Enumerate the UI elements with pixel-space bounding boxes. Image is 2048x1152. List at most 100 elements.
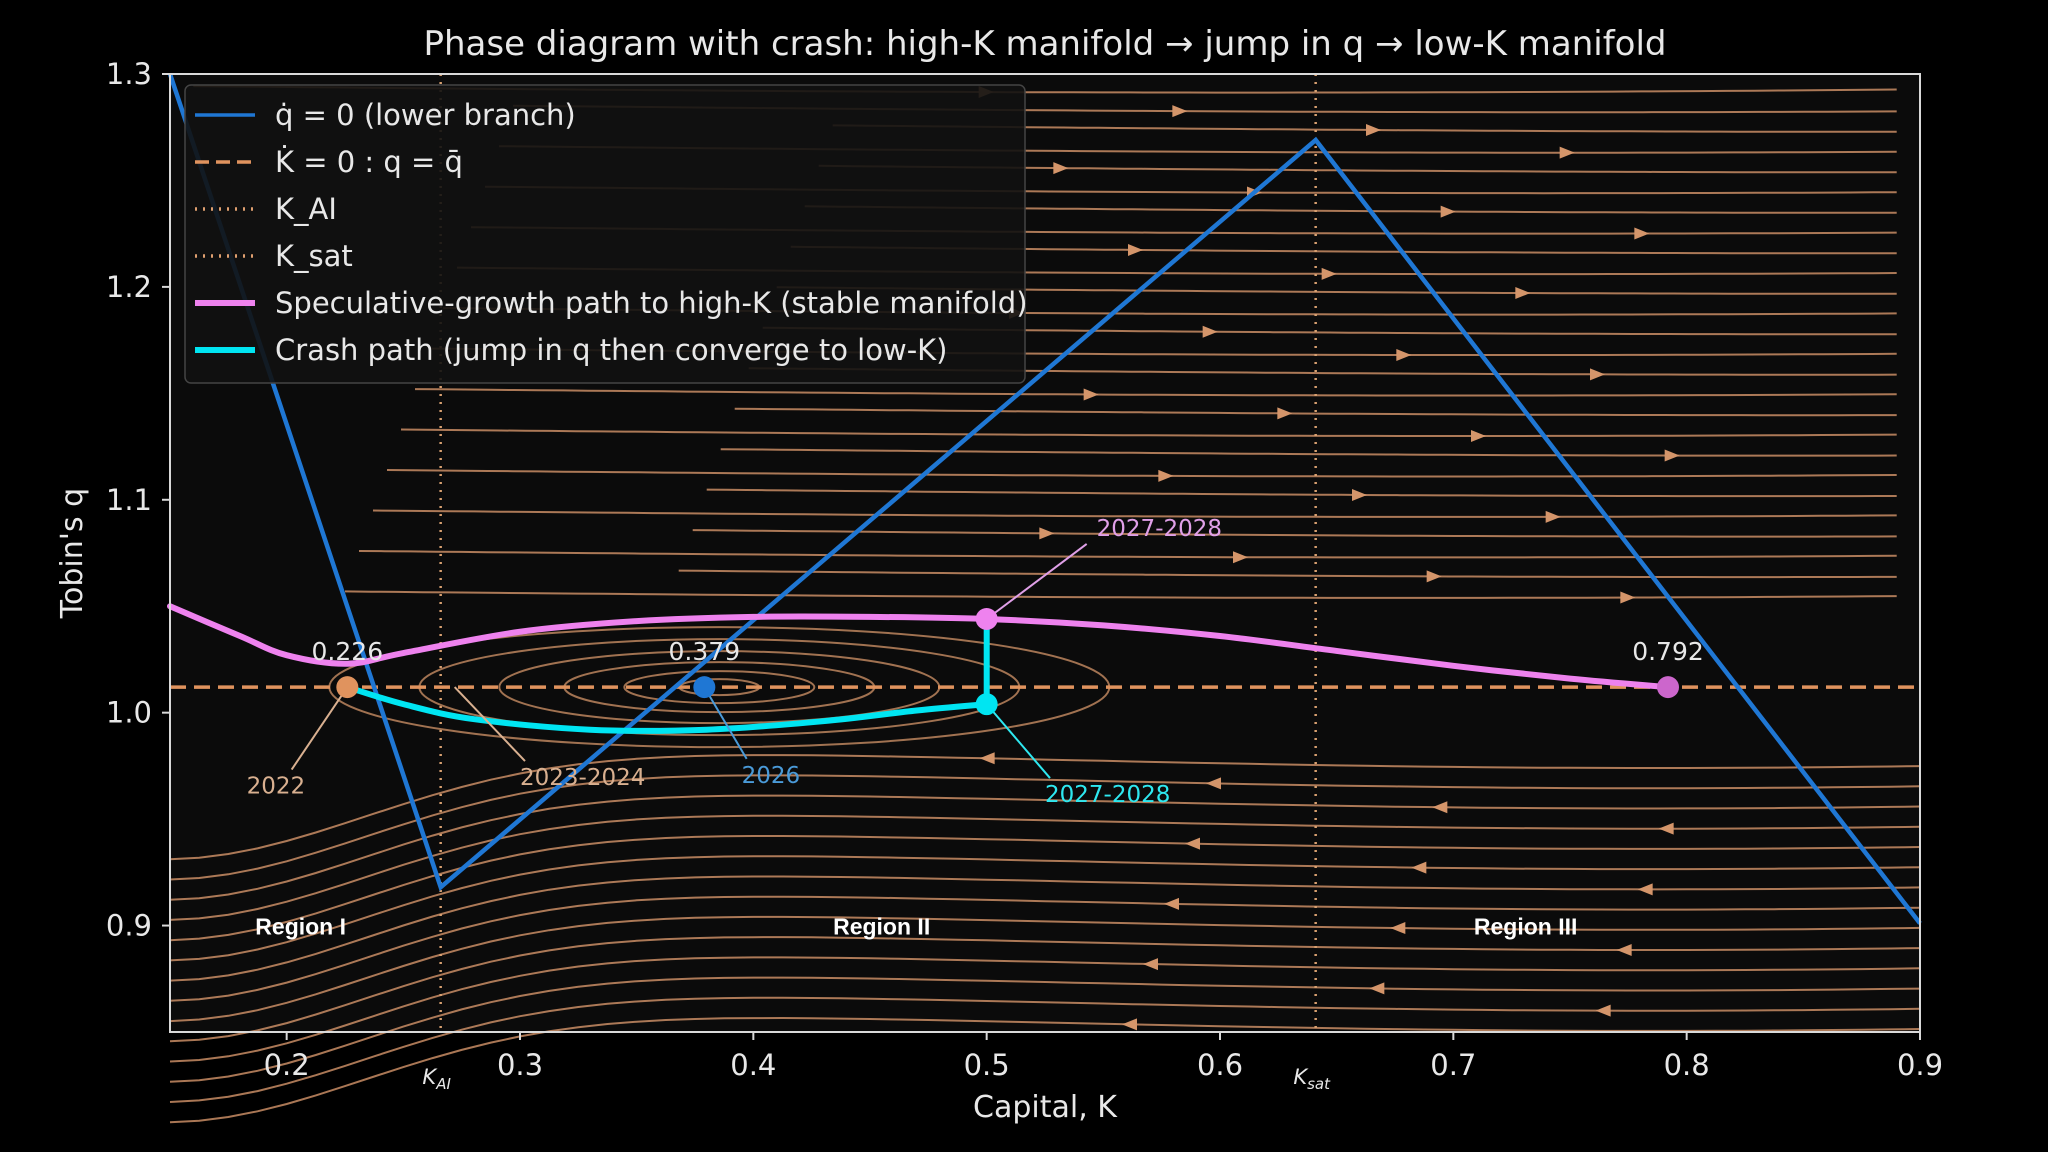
x-tick-label: 0.3 (497, 1048, 543, 1082)
streamline (720, 448, 1897, 457)
stream-arrow (1595, 1004, 1611, 1017)
stream-arrow (1637, 883, 1653, 896)
streamline (678, 569, 1897, 579)
streamline (169, 814, 1921, 921)
stream-arrow (1411, 861, 1427, 874)
point-label: 0.379 (669, 637, 741, 666)
legend-label: K_sat (275, 239, 353, 273)
stream-arrow (1185, 837, 1200, 850)
stream-arrow (1233, 551, 1248, 564)
stream-arrow (1164, 897, 1179, 910)
streamline (372, 509, 1897, 518)
stream-arrow (1277, 407, 1293, 420)
y-tick-label: 1.3 (106, 57, 152, 91)
streamline (344, 590, 1897, 599)
stream-arrow (1158, 469, 1174, 482)
stream-arrow (1616, 944, 1632, 957)
y-tick-label: 1.0 (106, 696, 152, 730)
streamline (169, 855, 1921, 962)
stream-arrow (979, 752, 995, 765)
stream-arrow (1545, 510, 1561, 523)
legend-label: K_AI (275, 192, 337, 226)
streamline (169, 754, 1921, 861)
annotation-label: 2023-2024 (520, 765, 645, 791)
stream-arrow (1083, 388, 1099, 401)
y-axis-title: Tobin's q (55, 488, 90, 619)
annotation-label: 2022 (247, 774, 306, 800)
x-tick-label: 0.8 (1664, 1048, 1710, 1082)
y-tick-label: 0.9 (106, 909, 152, 943)
x-tick-label: 0.6 (1197, 1048, 1243, 1082)
streamlines (169, 85, 1921, 1124)
legend-label: Crash path (jump in q then converge to l… (275, 333, 948, 367)
annotation-label: 2027-2028 (1097, 516, 1222, 542)
point-label: 0.792 (1632, 637, 1704, 666)
streamline (414, 388, 1897, 397)
streamline (169, 794, 1921, 901)
annotation-leader (986, 543, 1088, 620)
x-tick-label: 0.9 (1897, 1048, 1943, 1082)
legend-label: K̇ = 0 : q = q̄ (275, 145, 463, 179)
y-tick-label: 1.1 (106, 483, 152, 517)
stream-arrow (1172, 105, 1188, 118)
stream-arrow (1471, 429, 1486, 442)
streamline (169, 895, 1921, 1002)
stream-arrow (1664, 449, 1680, 462)
streamline (734, 407, 1897, 417)
streamline (400, 428, 1897, 437)
annotation-leader (453, 686, 526, 762)
orbit (623, 670, 816, 705)
region-label: Region I (255, 914, 346, 940)
x-tick-label: 0.2 (264, 1048, 310, 1082)
stream-arrow (1321, 267, 1337, 280)
annotation-label: 2027-2028 (1045, 782, 1170, 808)
x-tick-label: 0.4 (730, 1048, 776, 1082)
annotation-leader (985, 703, 1051, 779)
annotation-label: 2026 (742, 763, 801, 789)
speculative-growth-path (167, 603, 1671, 691)
streamline (169, 915, 1921, 1023)
stream-arrow (1352, 488, 1367, 501)
x-tick-label: 0.5 (964, 1048, 1010, 1082)
stream-arrow (1143, 958, 1158, 971)
axes: 0.2 0.3 0.4 0.5 0.6 0.7 0.8 0.9 0.9 1.0 1.1 1.2 1.3 K… (106, 57, 1943, 1093)
y-tick-label: 1.2 (106, 270, 152, 304)
x-tick-label: 0.7 (1430, 1048, 1476, 1082)
data-point (975, 607, 998, 630)
legend-box (184, 84, 1026, 384)
stream-arrow (1202, 325, 1218, 338)
plot-frame (169, 73, 1921, 1033)
chart-title: Phase diagram with crash: high-K manifol… (423, 24, 1666, 64)
stream-arrow (1039, 527, 1055, 540)
annotations: 2022 2023-2024 2026 2027-2028 2027-2028 (247, 516, 1222, 808)
stream-arrow (1426, 570, 1442, 583)
stream-arrow (1658, 822, 1674, 835)
x-axis-title: Capital, K (973, 1090, 1118, 1125)
stream-arrow (1559, 146, 1575, 159)
streamline (386, 469, 1897, 478)
annotation-leader (703, 686, 748, 760)
data-point (975, 693, 998, 716)
data-point (1657, 676, 1679, 699)
stream-arrow (1053, 162, 1069, 175)
streamline (169, 875, 1921, 982)
streamline (169, 956, 1921, 1063)
stream-arrow (1369, 982, 1385, 995)
data-point (693, 676, 716, 699)
stream-arrow (1366, 123, 1381, 136)
stream-arrow (1515, 287, 1531, 300)
legend-label: Speculative-growth path to high-K (stabl… (275, 286, 1028, 320)
stream-arrow (1590, 368, 1605, 381)
streamline (692, 529, 1897, 538)
data-series (167, 73, 1922, 925)
point-label: 0.226 (312, 637, 384, 666)
stream-arrow (1206, 777, 1221, 790)
data-points: 0.226 0.379 0.792 Region I Region II Region I… (255, 607, 1704, 940)
streamline (169, 774, 1921, 881)
stream-arrow (1620, 591, 1636, 604)
data-point (336, 676, 359, 699)
streamline (169, 1016, 1921, 1124)
streamline (169, 996, 1921, 1103)
streamline (358, 550, 1897, 559)
